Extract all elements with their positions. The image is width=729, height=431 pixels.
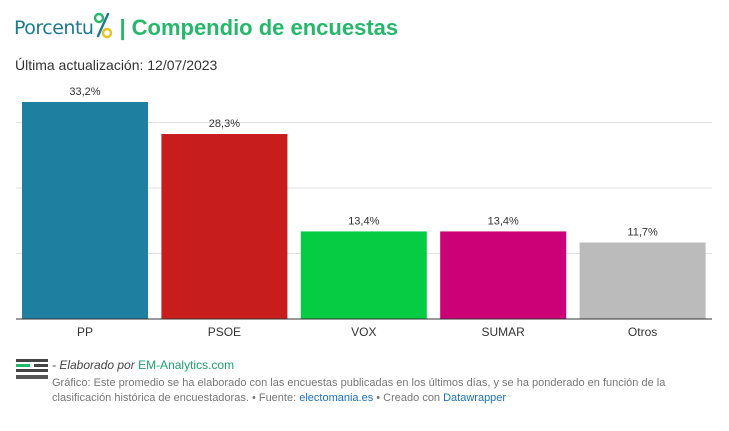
value-label: 33,2% (69, 86, 100, 98)
chart-notes: Gráfico: Este promedio se ha elaborado c… (52, 376, 712, 406)
header: Porcentu | Compendio de encuestas (14, 10, 398, 46)
bar-pp[interactable] (22, 102, 148, 319)
notes-created-with: • Creado con (373, 392, 444, 404)
credit-prefix: - Elaborado por (52, 358, 139, 372)
category-label: SUMAR (482, 325, 526, 339)
percent-logo-icon (94, 12, 113, 39)
category-label: VOX (351, 325, 376, 339)
bar-otros[interactable] (579, 242, 706, 319)
brand-name: Porcentu (14, 17, 94, 39)
bar-psoe[interactable] (161, 134, 288, 319)
page-title: Compendio de encuestas (131, 15, 399, 40)
title-separator: | (119, 15, 126, 40)
em-analytics-link[interactable]: EM-Analytics.com (138, 358, 235, 372)
brand-logo[interactable]: Porcentu (14, 12, 114, 40)
value-label: 13,4% (488, 215, 519, 227)
source-link[interactable]: electomania.es (299, 392, 374, 404)
category-label: PP (77, 325, 93, 339)
datawrapper-link[interactable]: Datawrapper (443, 392, 507, 404)
em-analytics-logo-icon (16, 359, 48, 379)
value-label: 11,7% (627, 227, 658, 239)
value-label: 13,4% (348, 215, 379, 227)
notes-text: Gráfico: Este promedio se ha elaborado c… (52, 377, 666, 404)
bar-vox[interactable] (300, 231, 427, 319)
last-update-subtitle: Última actualización: 12/07/2023 (15, 57, 218, 73)
credit-line: - Elaborado por EM-Analytics.com (52, 358, 234, 372)
bar-chart: 33,2% PP 28,3% PSOE 13,4% VOX 13,4% SUMAR 11,7% O… (16, 86, 712, 339)
category-label: Otros (628, 325, 657, 339)
bar-sumar[interactable] (440, 231, 567, 319)
value-label: 28,3% (209, 118, 240, 130)
category-label: PSOE (208, 325, 241, 339)
